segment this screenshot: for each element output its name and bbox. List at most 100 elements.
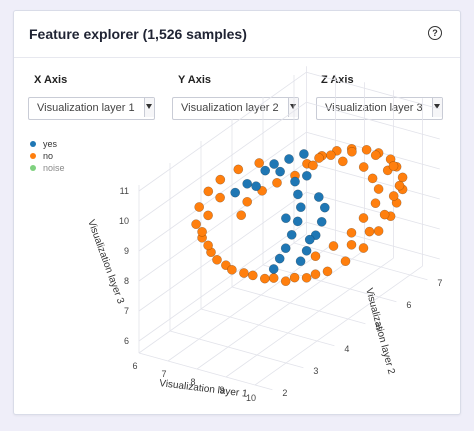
- data-point-yes[interactable]: [316, 216, 327, 227]
- z-axis-title: Visualization layer 3: [85, 218, 126, 306]
- data-point-no[interactable]: [388, 161, 399, 171]
- data-point-no[interactable]: [236, 210, 247, 221]
- grid-line: [293, 242, 428, 281]
- data-point-no[interactable]: [370, 198, 381, 209]
- data-point-no[interactable]: [310, 269, 321, 280]
- data-point-yes[interactable]: [295, 256, 306, 267]
- data-point-no[interactable]: [322, 266, 333, 277]
- y-axis-select[interactable]: Visualization layer 2: [172, 97, 299, 120]
- x-axis-label: X Axis: [34, 74, 68, 86]
- data-point-no[interactable]: [379, 209, 390, 220]
- grid-line: [138, 352, 273, 391]
- x-axis-select[interactable]: Visualization layer 1: [28, 97, 155, 120]
- data-point-yes[interactable]: [274, 253, 285, 264]
- data-point-no[interactable]: [197, 226, 207, 237]
- data-point-yes[interactable]: [304, 234, 315, 245]
- data-point-yes[interactable]: [301, 245, 312, 256]
- data-point-no[interactable]: [215, 192, 225, 203]
- data-point-yes[interactable]: [230, 187, 241, 198]
- data-point-no[interactable]: [242, 196, 253, 207]
- data-point-yes[interactable]: [281, 213, 291, 224]
- data-point-no[interactable]: [227, 264, 237, 275]
- data-point-no[interactable]: [203, 210, 213, 221]
- data-point-no[interactable]: [212, 254, 222, 265]
- data-point-no[interactable]: [397, 172, 408, 183]
- chevron-down-icon: [146, 104, 152, 109]
- data-point-no[interactable]: [337, 156, 348, 167]
- card-title: Feature explorer (1,526 samples): [29, 26, 247, 42]
- data-point-no[interactable]: [215, 174, 226, 185]
- data-point-no[interactable]: [301, 272, 312, 283]
- data-point-no[interactable]: [361, 144, 372, 155]
- data-point-no[interactable]: [310, 251, 321, 262]
- data-point-yes[interactable]: [293, 189, 303, 200]
- data-point-no[interactable]: [358, 243, 369, 253]
- data-point-no[interactable]: [364, 226, 375, 237]
- data-point-no[interactable]: [233, 164, 244, 175]
- grid-line: [231, 286, 366, 325]
- data-point-yes[interactable]: [299, 149, 309, 159]
- data-point-yes[interactable]: [260, 165, 271, 176]
- data-point-no[interactable]: [254, 158, 265, 168]
- data-point-no[interactable]: [308, 160, 318, 171]
- data-point-no[interactable]: [314, 153, 324, 163]
- data-point-no[interactable]: [346, 227, 357, 238]
- data-point-no[interactable]: [373, 184, 384, 194]
- data-point-no[interactable]: [191, 219, 201, 230]
- data-point-yes[interactable]: [269, 159, 279, 169]
- data-point-yes[interactable]: [292, 216, 303, 227]
- data-point-yes[interactable]: [275, 166, 285, 177]
- data-point-no[interactable]: [346, 239, 357, 250]
- data-point-no[interactable]: [373, 226, 384, 236]
- data-point-yes[interactable]: [290, 176, 300, 187]
- x-axis-select-toggle[interactable]: [144, 98, 154, 117]
- data-point-no[interactable]: [325, 150, 336, 161]
- question-circle-icon[interactable]: ?: [428, 26, 442, 40]
- z-axis-select[interactable]: Visualization layer 3: [316, 97, 443, 120]
- grid-line: [225, 257, 394, 378]
- data-point-no[interactable]: [239, 268, 249, 278]
- card-header: Feature explorer (1,526 samples) ?: [14, 11, 460, 58]
- scatter-3d-plot[interactable]: 6 7 8 9 10 2 3 4 5 6 7 6 7 8 9 10 11 Visualization layer…: [14, 11, 460, 414]
- data-point-no[interactable]: [194, 202, 205, 212]
- data-point-no[interactable]: [259, 273, 270, 284]
- data-point-yes[interactable]: [319, 202, 330, 213]
- data-point-no[interactable]: [268, 273, 279, 283]
- data-point-yes[interactable]: [313, 192, 324, 202]
- data-point-no[interactable]: [358, 162, 369, 172]
- z-axis-select-toggle[interactable]: [432, 98, 442, 117]
- data-point-no[interactable]: [358, 213, 369, 223]
- grid-line: [138, 233, 307, 354]
- y-axis-select-toggle[interactable]: [288, 98, 298, 117]
- data-point-no[interactable]: [328, 241, 339, 251]
- y-tick-label: 3: [313, 366, 318, 376]
- z-tick-label: 8: [124, 276, 129, 286]
- data-point-yes[interactable]: [251, 181, 261, 192]
- data-point-no[interactable]: [203, 240, 213, 251]
- data-point-no[interactable]: [203, 186, 214, 197]
- data-point-no[interactable]: [289, 272, 300, 283]
- x-tick-label: 10: [246, 393, 256, 403]
- data-point-no[interactable]: [247, 270, 258, 281]
- data-point-yes[interactable]: [280, 243, 291, 254]
- data-point-yes[interactable]: [295, 202, 306, 213]
- data-point-yes[interactable]: [286, 229, 297, 240]
- data-point-yes[interactable]: [268, 264, 279, 274]
- data-point-yes[interactable]: [284, 154, 294, 164]
- z-tick-label: 11: [120, 186, 129, 196]
- z-tick-label: 9: [124, 246, 129, 256]
- data-point-no[interactable]: [280, 276, 291, 287]
- data-point-no[interactable]: [370, 150, 381, 161]
- data-point-yes[interactable]: [242, 178, 253, 189]
- data-point-no[interactable]: [367, 173, 378, 184]
- data-point-no[interactable]: [340, 256, 351, 267]
- data-point-no[interactable]: [394, 180, 405, 191]
- data-point-no[interactable]: [388, 191, 399, 201]
- grid-line: [138, 191, 307, 312]
- grid-line: [262, 264, 397, 303]
- z-tick-label: 10: [119, 216, 129, 226]
- data-point-no[interactable]: [272, 177, 282, 188]
- grid-line: [306, 221, 440, 260]
- data-point-no[interactable]: [347, 146, 357, 157]
- data-point-yes[interactable]: [301, 170, 312, 181]
